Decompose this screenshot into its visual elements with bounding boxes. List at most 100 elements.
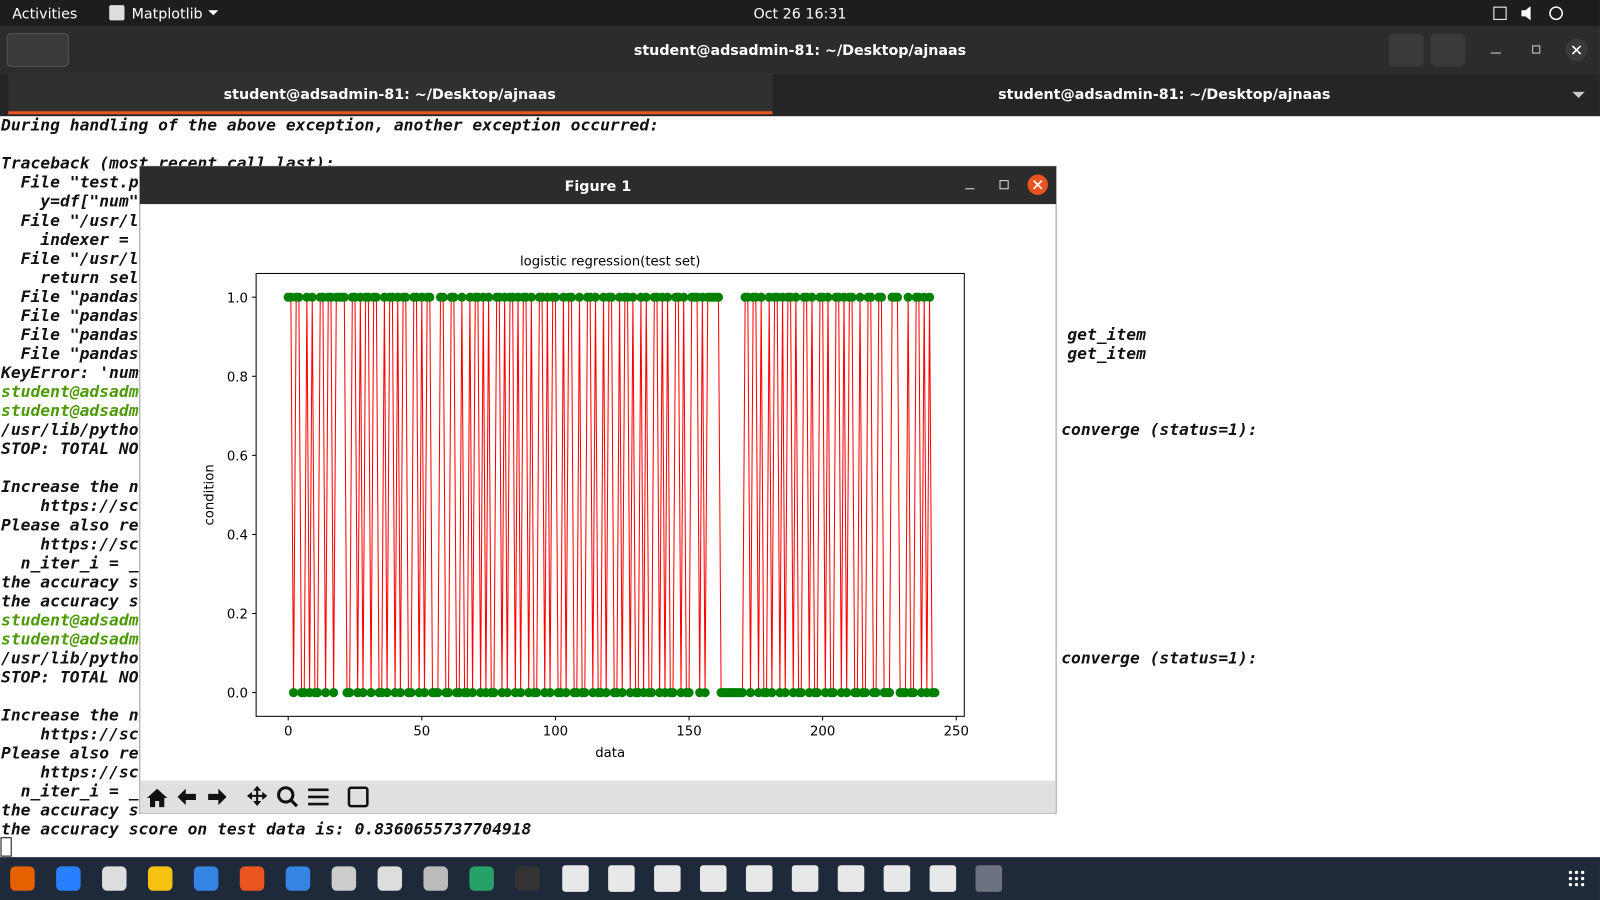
zoom-button[interactable] [277, 786, 295, 804]
dock-app[interactable] [469, 866, 494, 891]
new-tab-button[interactable] [6, 33, 69, 67]
dock-app[interactable] [102, 866, 127, 891]
terminal-line: the accuracy s [1, 801, 139, 820]
data-point [366, 688, 376, 698]
terminal-line: student@adsadm [1, 629, 139, 648]
x-tick-label: 100 [543, 725, 568, 740]
dock-app[interactable] [377, 866, 403, 891]
dock-app[interactable] [193, 866, 219, 891]
tab-menu[interactable] [1572, 91, 1585, 98]
dock-app[interactable] [285, 866, 311, 891]
y-tick-label: 1.0 [227, 291, 248, 306]
data-point [700, 688, 710, 698]
data-point [358, 688, 368, 698]
volume-icon[interactable] [1521, 6, 1531, 21]
activities[interactable]: Activities [12, 6, 77, 22]
data-point [395, 688, 406, 698]
terminal-line: return sel [1, 268, 139, 287]
data-point [641, 292, 651, 302]
terminal-line: File "/usr/l [1, 249, 139, 268]
terminal-header [0, 26, 1600, 74]
back-button[interactable] [177, 788, 196, 806]
maximize-button[interactable] [1532, 45, 1541, 54]
data-point [892, 292, 903, 302]
dock-app[interactable] [515, 866, 540, 891]
data-point [438, 292, 448, 302]
terminal-line: Please also re [1, 515, 139, 534]
dock-figure[interactable] [562, 865, 589, 892]
data-point [433, 688, 443, 698]
terminal-line: https://sc [1, 725, 139, 744]
apps-grid-dot [1568, 870, 1573, 875]
search-button[interactable] [1388, 33, 1424, 67]
data-point [526, 292, 536, 302]
dock-app[interactable] [331, 866, 357, 891]
terminal-line: indexer = [1, 230, 139, 249]
data-point [484, 292, 494, 302]
data-point [606, 292, 617, 302]
toolbar-icons [146, 785, 369, 808]
data-point [545, 688, 555, 698]
x-tick-label: 200 [810, 725, 835, 740]
data-point [288, 688, 299, 698]
forward-button[interactable] [208, 788, 227, 806]
network-icon[interactable] [1493, 6, 1507, 20]
x-tick-label: 50 [413, 725, 430, 740]
terminal-line-fragment: get_item [1067, 344, 1146, 363]
dock-app[interactable] [239, 866, 265, 891]
pan-button[interactable] [246, 785, 268, 807]
apps-grid-dot [1581, 876, 1585, 881]
data-point [312, 688, 323, 698]
dock-figure[interactable] [791, 865, 819, 892]
dock-app[interactable] [423, 866, 448, 891]
figure-titlebar [139, 166, 1057, 205]
data-point [371, 292, 381, 302]
data-point [307, 292, 317, 302]
data-point [871, 688, 881, 698]
dock-figure[interactable] [699, 865, 727, 892]
data-point [884, 688, 895, 698]
data-point [294, 292, 304, 302]
figure-maximize[interactable] [999, 180, 1009, 190]
data-point [574, 292, 585, 302]
configure-button[interactable] [308, 788, 329, 806]
dock-figure[interactable] [929, 865, 957, 892]
dock-figure[interactable] [608, 865, 635, 892]
data-point [467, 688, 478, 698]
data-point [663, 292, 673, 302]
apps-grid-dot [1568, 876, 1573, 881]
dock-figure[interactable] [654, 865, 681, 892]
data-point [866, 292, 876, 302]
tab-active[interactable] [8, 73, 773, 115]
terminal-line: the accuracy s [1, 572, 139, 591]
terminal-line: https://sc [1, 763, 139, 782]
clock[interactable]: Oct 26 16:31 [753, 6, 846, 22]
dock-figure[interactable] [883, 865, 911, 892]
save-button[interactable] [347, 786, 369, 808]
terminal-line: Increase the n [1, 477, 139, 496]
apps-grid-dot [1574, 870, 1579, 875]
dock-figure[interactable] [745, 865, 773, 892]
dock-app[interactable] [10, 866, 35, 891]
app-menu[interactable]: Matplotlib [132, 6, 203, 22]
dock-figure[interactable] [975, 865, 1003, 892]
figure-title: Figure 1 [565, 179, 632, 195]
zoom-handle [289, 798, 299, 808]
terminal-line: File "pandas [1, 325, 139, 344]
power-icon[interactable] [1549, 6, 1563, 21]
data-point [903, 292, 913, 302]
y-tick-label: 0.6 [227, 449, 248, 464]
data-point [828, 688, 838, 698]
data-point [647, 688, 657, 698]
apps-grid-dot [1568, 883, 1573, 887]
data-point [876, 292, 887, 302]
tab-label[interactable]: student@adsadmin-81: ~/Desktop/ajnaas [998, 87, 1330, 103]
menu-button[interactable] [1430, 33, 1466, 67]
terminal-line: File "pandas [1, 287, 139, 306]
data-point [590, 292, 601, 302]
dock-app[interactable] [56, 866, 81, 891]
dock-figure[interactable] [837, 865, 865, 892]
chart-title: logistic regression(test set) [520, 254, 700, 269]
dock-app[interactable] [147, 866, 173, 891]
